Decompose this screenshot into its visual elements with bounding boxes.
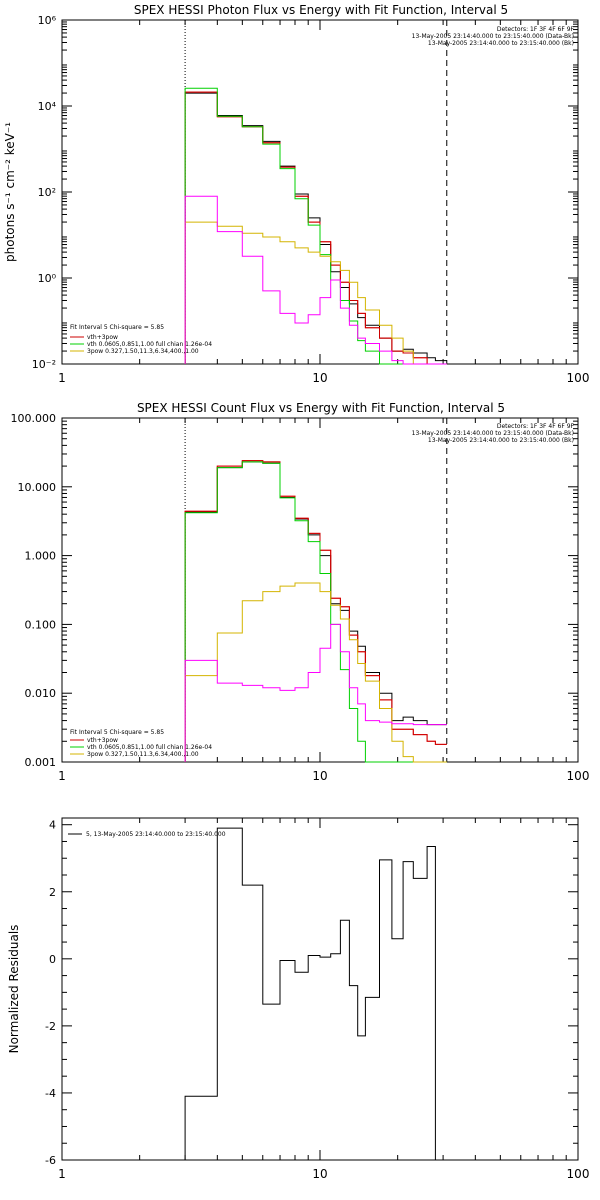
y-tick-label: 0.100 xyxy=(25,618,57,631)
y-tick-label: -4 xyxy=(45,1087,56,1100)
panel-2-legend-label-yellow: 3pow 0.327,1.50,11.3,6.34,400.,1.00 xyxy=(87,751,199,758)
panel-2-header-line-2: 13-May-2005 23:14:40.000 to 23:15:40.000… xyxy=(412,430,574,437)
x-tick-label: 1 xyxy=(58,1167,66,1181)
panel-1-marks: 1 10 100 10⁻² 10⁰ 10² 10⁴ 10⁶ xyxy=(32,14,590,385)
series-step-line xyxy=(184,461,447,762)
x-tick-label: 100 xyxy=(567,769,590,783)
panel-1-header-line-1: Detectors: 1F 3F 4F 6F 9F xyxy=(497,26,575,33)
series-step-line xyxy=(184,582,447,763)
y-tick-label: 10⁰ xyxy=(38,272,57,285)
series-step-line xyxy=(184,827,447,1161)
panel-2-legend-label-red: vth+3pow xyxy=(87,737,118,744)
x-tick-label: 100 xyxy=(567,371,590,385)
panel-1-y-axis-label: photons s⁻¹ cm⁻² keV⁻¹ xyxy=(3,122,17,262)
panel-1-legend-label-yellow: 3pow 0.327,1.50,11.3,6.34,400.,1.00 xyxy=(87,348,199,355)
y-tick-label: 0.001 xyxy=(25,756,57,769)
series-step-line xyxy=(184,91,447,365)
series-step-line xyxy=(184,87,447,365)
series-step-line xyxy=(184,221,447,365)
panel-1-legend: vth+3pow vth 0.0605,0.851,1.00 full chia… xyxy=(70,334,212,355)
panel-2-legend-label-green: vth 0.0605,0.851,1.00 full chian 1.26e-0… xyxy=(87,744,212,751)
series-step-line xyxy=(184,461,447,763)
panel-2-header-line-1: Detectors: 1F 3F 4F 6F 9F xyxy=(497,423,575,430)
panel-3-marks: 1 10 100 -6 -4 -2 0 2 4 xyxy=(45,818,589,1181)
panel-2-marks: 1 10 100 0.001 0.010 0.100 1.000 10.000 100.000 xyxy=(11,412,590,783)
panel-2-legend-header: Fit Interval 5 Chi-square = 5.85 xyxy=(70,729,164,736)
panel-3-legend: 5, 13-May-2005 23:14:40.000 to 23:15:40.… xyxy=(68,831,226,838)
y-tick-label: -6 xyxy=(45,1154,56,1167)
count-flux-panel: SPEX HESSI Count Flux vs Energy with Fit… xyxy=(11,401,590,783)
y-tick-label: 10⁶ xyxy=(38,14,57,27)
panel-2-title: SPEX HESSI Count Flux vs Energy with Fit… xyxy=(137,401,505,415)
y-tick-label: 100.000 xyxy=(11,412,57,425)
y-tick-label: 0.010 xyxy=(25,687,57,700)
y-tick-label: 10⁻² xyxy=(32,358,56,371)
x-tick-label: 10 xyxy=(312,769,327,783)
y-tick-label: 1.000 xyxy=(25,550,57,563)
panel-3-plot-frame xyxy=(61,817,579,1161)
panel-3-y-axis-label: Normalized Residuals xyxy=(7,925,21,1054)
series-step-line xyxy=(184,92,447,364)
y-tick-label: 10² xyxy=(38,186,56,199)
panel-1-title: SPEX HESSI Photon Flux vs Energy with Fi… xyxy=(134,3,508,17)
residuals-panel: 1 10 100 -6 -4 -2 0 2 4 5, 13-May-2005 23:14:40.… xyxy=(7,817,589,1181)
panel-1-legend-label-red: vth+3pow xyxy=(87,334,118,341)
panel-2-header-line-3: 13-May-2005 23:14:40.000 to 23:15:40.000… xyxy=(428,437,574,444)
series-step-line xyxy=(184,91,447,365)
x-tick-label: 10 xyxy=(312,1167,327,1181)
panel-1-legend-header: Fit Interval 5 Chi-square = 5.85 xyxy=(70,324,164,331)
y-tick-label: 10.000 xyxy=(18,481,57,494)
x-tick-label: 10 xyxy=(312,371,327,385)
panel-3-legend-label: 5, 13-May-2005 23:14:40.000 to 23:15:40.… xyxy=(86,831,226,838)
x-tick-label: 1 xyxy=(58,371,66,385)
y-tick-label: -2 xyxy=(45,1020,56,1033)
y-tick-label: 10⁴ xyxy=(38,100,57,113)
series-step-line xyxy=(184,460,447,762)
panel-2-legend: vth+3pow vth 0.0605,0.851,1.00 full chia… xyxy=(70,737,212,758)
y-tick-label: 4 xyxy=(49,819,56,832)
panel-1-legend-label-green: vth 0.0605,0.851,1.00 full chian 1.26e-0… xyxy=(87,341,212,348)
y-tick-label: 2 xyxy=(49,886,56,899)
panel-1-header-line-2: 13-May-2005 23:14:40.000 to 23:15:40.000… xyxy=(412,33,574,40)
series-step-line xyxy=(184,623,447,762)
series-step-line xyxy=(184,195,447,365)
x-tick-label: 1 xyxy=(58,769,66,783)
photon-flux-panel: SPEX HESSI Photon Flux vs Energy with Fi… xyxy=(3,3,589,385)
y-tick-label: 0 xyxy=(49,953,56,966)
x-tick-label: 100 xyxy=(567,1167,590,1181)
panel-1-header-line-3: 13-May-2005 23:14:40.000 to 23:15:40.000… xyxy=(428,40,574,47)
